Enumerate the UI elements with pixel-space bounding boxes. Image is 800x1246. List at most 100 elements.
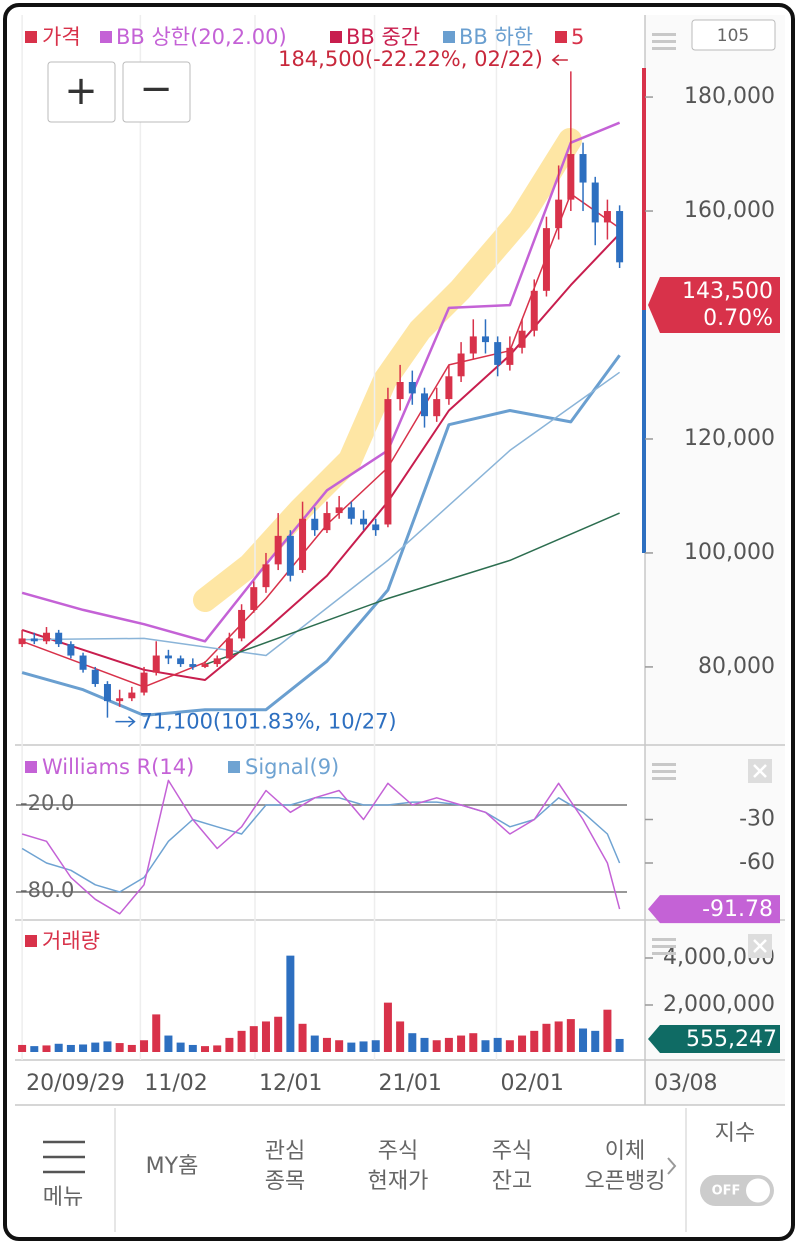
volume-bar: [420, 1037, 429, 1052]
candle-body: [189, 664, 197, 667]
volume-bar: [188, 1044, 197, 1052]
nav-label[interactable]: 관심: [265, 1139, 305, 1164]
volume-bar: [201, 1046, 210, 1052]
legend-label: 가격: [42, 25, 81, 49]
nav-label[interactable]: 현재가: [368, 1169, 429, 1194]
volume-bar: [79, 1044, 88, 1052]
period: 105: [717, 26, 749, 46]
candle-body: [274, 535, 282, 565]
series-line: [204, 512, 620, 666]
zoom-out-label: −: [139, 66, 173, 112]
candle-body: [201, 664, 209, 667]
volume-bar: [493, 1037, 502, 1052]
zoom-in[interactable]: [47, 61, 116, 123]
candle-body: [91, 669, 99, 685]
x-tick-label: 03/08: [654, 1071, 717, 1096]
candle-body: [299, 518, 307, 571]
toggle-state: OFF: [712, 1184, 741, 1199]
legend-swatch: [100, 31, 112, 43]
candle-body: [128, 692, 136, 699]
legend-swatch: [25, 935, 37, 947]
chart-layer: 20/09/29 11/02 12/01 21/01 02/01 03/08 80,000 1…: [16, 15, 780, 1096]
legend-swatch: [443, 31, 455, 43]
volume-bar: [322, 1037, 331, 1052]
volume-bar: [371, 1040, 380, 1052]
close-x: [753, 939, 767, 953]
y-tick-label: 80,000: [698, 654, 775, 679]
candle-body: [542, 228, 550, 291]
legend-swatch: [555, 31, 567, 43]
candle-body: [18, 638, 26, 645]
axis-bg: [645, 15, 785, 1105]
legend-label: Williams R(14): [42, 755, 194, 779]
volume-bar: [444, 1037, 453, 1052]
candle-body: [250, 587, 258, 610]
volume-bar: [383, 1002, 392, 1052]
volume-bar: [42, 1045, 51, 1052]
nav-separators: [114, 1108, 687, 1232]
candle-body: [360, 518, 368, 525]
candle-body: [567, 154, 575, 200]
volume-bar: [298, 1023, 307, 1052]
nav-label[interactable]: 종목: [265, 1169, 305, 1194]
legend-swatch: [25, 31, 37, 43]
annotation: 71,100(101.83%, 10/27): [139, 710, 396, 734]
series-line: [21, 797, 621, 893]
volume-bar: [457, 1035, 466, 1052]
candle-body: [347, 507, 355, 519]
annotation: 184,500(-22.22%, 02/22): [278, 47, 543, 71]
y-tick-label: -60: [739, 850, 775, 875]
volume-bar: [66, 1044, 75, 1052]
volume-bar: [359, 1041, 368, 1052]
nav-label[interactable]: 주식: [378, 1139, 418, 1164]
legend-label: 5: [571, 25, 584, 49]
menu-hamburger: [43, 1140, 85, 1174]
x-tick-label: 11/02: [144, 1071, 207, 1096]
volume-bar: [603, 1009, 612, 1052]
candle-body: [481, 336, 489, 343]
candle-body: [140, 672, 148, 693]
nav-label[interactable]: 오픈뱅킹: [585, 1169, 666, 1194]
volume-bar: [115, 1043, 124, 1052]
nav-label[interactable]: MY홈: [146, 1154, 199, 1179]
nav-label[interactable]: 주식: [492, 1139, 532, 1164]
volume-bar: [432, 1040, 441, 1052]
reference-label: -20.0: [20, 791, 74, 815]
candle-body: [311, 518, 319, 531]
volume-bar: [54, 1043, 63, 1052]
candle-body: [55, 632, 63, 645]
volume-bar: [530, 1030, 539, 1052]
zoom-out[interactable]: [122, 61, 191, 123]
legend-swatch: [228, 761, 240, 773]
volume-bar: [18, 1044, 27, 1052]
candle-body: [494, 342, 502, 365]
candle-body: [591, 182, 599, 223]
price-badge: [648, 277, 780, 334]
volume-bar: [347, 1042, 356, 1052]
volume-bar: [91, 1042, 100, 1052]
volume-bar: [310, 1035, 319, 1052]
candle-body: [323, 513, 331, 531]
series-line: [21, 233, 621, 681]
change-badge-label: 0.70%: [703, 306, 773, 331]
period-box[interactable]: [691, 19, 776, 51]
x-tick-label: 21/01: [379, 1071, 442, 1096]
volume-bar: [30, 1046, 39, 1052]
nav-label[interactable]: 이체: [605, 1139, 645, 1164]
volume-bar: [579, 1028, 588, 1052]
candle-body: [238, 609, 246, 639]
nav-label[interactable]: 메뉴: [43, 1185, 83, 1210]
candle-body: [103, 684, 111, 702]
candle-body: [457, 353, 465, 377]
volume-bar: [518, 1035, 527, 1052]
volume-bar: [469, 1033, 478, 1052]
volume-bar: [274, 1016, 283, 1052]
y-tick-label: 180,000: [684, 84, 775, 109]
candle-body: [421, 393, 429, 417]
candle-body: [579, 154, 587, 183]
candle-body: [603, 211, 611, 223]
candle-body: [384, 399, 392, 525]
nav-label[interactable]: 잔고: [492, 1169, 532, 1194]
range-bar-down: [642, 310, 646, 553]
